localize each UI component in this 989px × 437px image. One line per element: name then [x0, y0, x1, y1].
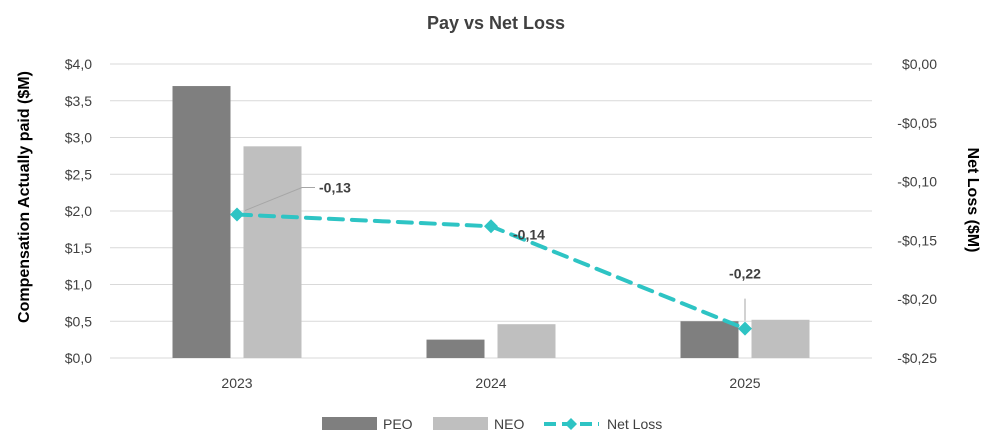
x-tick-label: 2023 [221, 375, 252, 391]
y-tick-label: $0,0 [65, 350, 92, 366]
net-loss-marker [230, 207, 244, 222]
y-tick-label: $2,0 [65, 203, 92, 219]
y-tick-label: $4,0 [65, 56, 92, 72]
bars-group [172, 86, 810, 359]
bar-neo [497, 324, 556, 358]
y2-tick-label: $0,00 [902, 56, 937, 72]
y2-tick-label: -$0,10 [897, 174, 937, 190]
bar-peo [680, 321, 739, 358]
line-series-group [230, 207, 752, 336]
y-tick-label: $3,0 [65, 130, 92, 146]
y-tick-label: $2,5 [65, 166, 92, 182]
y2-tick-label: -$0,05 [897, 115, 937, 131]
bar-peo [426, 339, 485, 358]
x-tick-label: 2024 [475, 375, 506, 391]
bar-peo [172, 86, 231, 359]
bar-neo [751, 319, 810, 358]
net-loss-marker [738, 321, 752, 336]
y-tick-label: $1,0 [65, 277, 92, 293]
legend-swatch-peo [322, 417, 377, 430]
y-axis-title: Compensation Actually paid ($M) [16, 71, 33, 323]
legend-label: Net Loss [607, 416, 662, 432]
y2-tick-label: -$0,20 [897, 291, 937, 307]
legend-marker [565, 418, 577, 430]
data-labels-group: -0,13 -0,14 -0,22 [244, 180, 761, 321]
y2-tick-label: -$0,15 [897, 232, 937, 248]
legend-swatch-neo [433, 417, 488, 430]
net-loss-marker [484, 219, 498, 234]
data-label: -0,13 [319, 180, 351, 196]
data-label: -0,14 [513, 226, 545, 242]
y-tick-label: $3,5 [65, 93, 92, 109]
data-label-leader [244, 187, 315, 211]
chart-title: Pay vs Net Loss [427, 13, 565, 33]
legend-label: NEO [494, 416, 524, 432]
x-tick-label: 2025 [729, 375, 760, 391]
data-label: -0,22 [729, 266, 761, 282]
legend: PEO NEO Net Loss [322, 416, 662, 432]
y2-axis-title: Net Loss ($M) [964, 148, 981, 253]
tick-labels-group: $0,0 $0,5 $1,0 $1,5 $2,0 $2,5 $3,0 $3,5 $4,0 -$0,… [65, 56, 937, 391]
legend-label: PEO [383, 416, 413, 432]
y2-tick-label: -$0,25 [897, 350, 937, 366]
y-tick-label: $0,5 [65, 313, 92, 329]
y-tick-label: $1,5 [65, 240, 92, 256]
bar-neo [243, 146, 302, 358]
